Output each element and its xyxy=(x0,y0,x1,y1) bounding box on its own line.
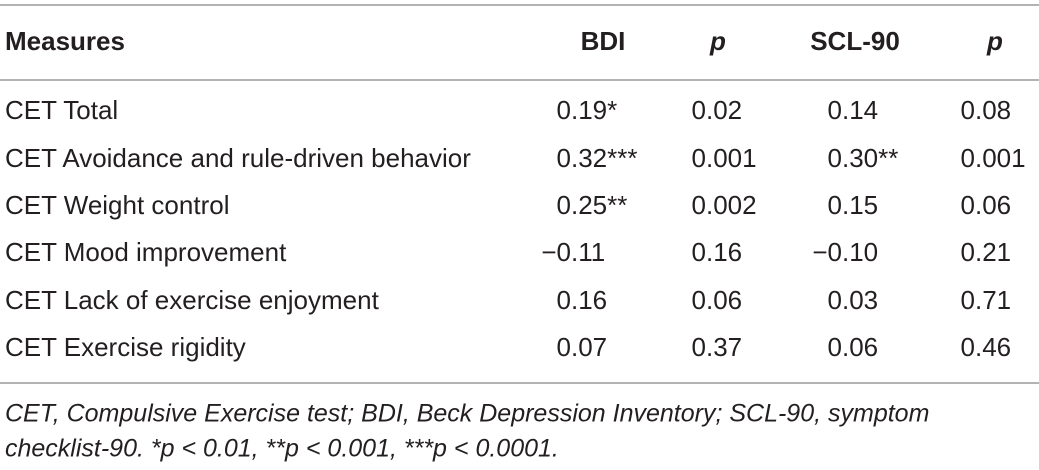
cell-value: 0.21 xyxy=(961,237,1012,267)
cell-value: 0.06 xyxy=(692,285,743,315)
cell-value: 0.37 xyxy=(692,332,743,362)
header-cell: p xyxy=(986,26,1003,56)
cell-value: −0.10 xyxy=(812,237,878,267)
cell-value: 0.03 xyxy=(828,285,879,315)
cell-value: 0.25** xyxy=(557,190,628,220)
cell-value: 0.71 xyxy=(961,285,1012,315)
row-label: CET Lack of exercise enjoyment xyxy=(5,285,380,315)
cell-value: 0.06 xyxy=(828,332,879,362)
cell-value: 0.30** xyxy=(828,143,899,173)
cell-value: 0.16 xyxy=(692,237,743,267)
footnote: checklist-90. *p < 0.01, **p < 0.001, **… xyxy=(5,435,559,463)
cell-value: 0.32*** xyxy=(557,143,638,173)
cell-value: 0.002 xyxy=(692,190,757,220)
row-label: CET Mood improvement xyxy=(5,237,287,267)
header-cell: p xyxy=(709,26,726,56)
row-label: CET Exercise rigidity xyxy=(5,332,246,362)
cell-value: 0.07 xyxy=(557,332,608,362)
cell-value: 0.001 xyxy=(961,143,1026,173)
row-label: CET Weight control xyxy=(5,190,229,220)
cell-value: 0.15 xyxy=(828,190,879,220)
cell-value: −0.11 xyxy=(541,237,605,267)
cell-value: 0.001 xyxy=(692,143,757,173)
cell-value: 0.02 xyxy=(692,95,743,125)
footnote: CET, Compulsive Exercise test; BDI, Beck… xyxy=(5,400,929,428)
cell-value: 0.06 xyxy=(961,190,1012,220)
cell-value: 0.16 xyxy=(557,285,608,315)
header-cell: Measures xyxy=(5,26,125,56)
row-label: CET Total xyxy=(5,95,118,125)
cell-value: 0.46 xyxy=(961,332,1012,362)
header-cell: BDI xyxy=(581,26,626,56)
cell-value: 0.08 xyxy=(961,95,1012,125)
cell-value: 0.14 xyxy=(828,95,879,125)
header-cell: SCL-90 xyxy=(810,26,900,56)
row-label: CET Avoidance and rule-driven behavior xyxy=(5,143,471,173)
cell-value: 0.19* xyxy=(557,95,618,125)
